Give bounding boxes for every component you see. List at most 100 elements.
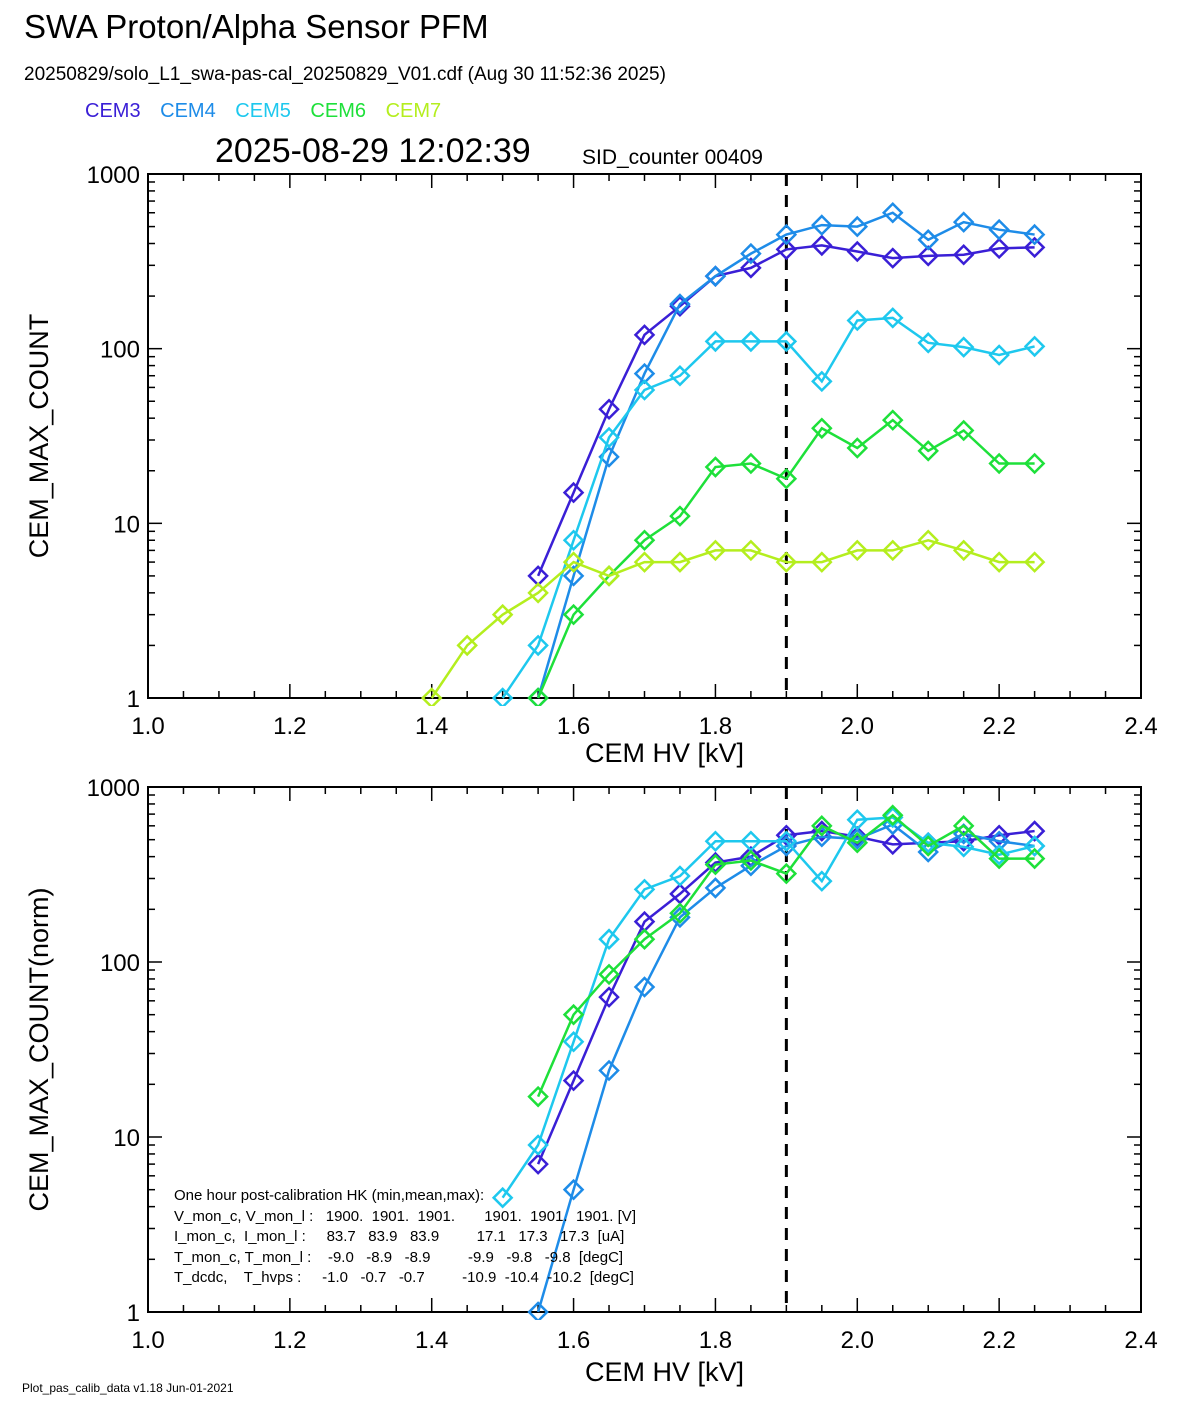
y-tick-label: 100 bbox=[100, 950, 140, 977]
data-point-cem3 bbox=[633, 324, 656, 346]
series-group bbox=[420, 201, 1046, 706]
x-tick-label: 1.4 bbox=[415, 713, 448, 740]
data-point-cem4 bbox=[704, 265, 727, 287]
data-point-cem5 bbox=[562, 1031, 585, 1053]
data-point-cem4 bbox=[527, 1301, 549, 1320]
series-line-cem3 bbox=[536, 244, 1035, 577]
data-point-cem3 bbox=[740, 257, 762, 279]
x-tick-label: 2.2 bbox=[982, 713, 1015, 740]
footer: Plot_pas_calib_data v1.18 Jun-01-2021 bbox=[22, 1381, 234, 1395]
data-point-cem7 bbox=[456, 634, 478, 657]
data-point-cem3 bbox=[775, 238, 798, 261]
y-tick-label: 1 bbox=[127, 686, 140, 713]
x-tick-label: 2.2 bbox=[982, 1327, 1015, 1354]
data-point-cem7 bbox=[704, 539, 727, 562]
x-tick-label: 1.2 bbox=[273, 713, 306, 740]
data-point-cem5 bbox=[598, 928, 620, 950]
data-point-cem5 bbox=[491, 1186, 514, 1209]
hk-line: One hour post-calibration HK (min,mean,m… bbox=[174, 1187, 485, 1204]
data-point-cem6 bbox=[917, 440, 939, 462]
data-point-cem6 bbox=[846, 832, 869, 854]
data-point-cem7 bbox=[633, 551, 656, 573]
data-point-cem7 bbox=[491, 603, 514, 626]
x-tick-label: 2.4 bbox=[1124, 1327, 1157, 1354]
data-point-cem6 bbox=[881, 804, 904, 826]
data-point-cem3 bbox=[881, 247, 904, 269]
data-point-cem3 bbox=[562, 481, 585, 504]
y-tick-label: 1 bbox=[127, 1300, 140, 1327]
data-point-cem5 bbox=[811, 370, 833, 393]
data-point-cem3 bbox=[704, 851, 727, 874]
legend-item-cem7: CEM7 bbox=[385, 100, 442, 122]
y-axis-label: CEM_MAX_COUNT bbox=[24, 314, 54, 559]
data-point-cem5 bbox=[598, 426, 620, 449]
data-point-cem7 bbox=[988, 551, 1010, 573]
x-axis-label: CEM HV [kV] bbox=[585, 1357, 744, 1387]
x-tick-label: 2.4 bbox=[1124, 713, 1157, 740]
series-line-cem5 bbox=[501, 816, 1035, 1199]
data-point-cem5 bbox=[952, 336, 975, 358]
data-point-cem3 bbox=[952, 243, 975, 266]
series-line-cem6 bbox=[536, 418, 1035, 699]
data-point-cem6 bbox=[633, 928, 656, 950]
data-point-cem4 bbox=[881, 201, 904, 224]
data-point-cem5 bbox=[527, 1134, 549, 1156]
data-point-cem7 bbox=[811, 551, 833, 573]
data-point-cem6 bbox=[740, 849, 762, 872]
data-point-cem5 bbox=[704, 830, 727, 852]
y-tick-label: 10 bbox=[113, 511, 140, 538]
x-tick-label: 1.8 bbox=[699, 713, 732, 740]
data-point-cem5 bbox=[952, 836, 975, 858]
chart-panel-1: 1.0 1.2 1.4 1.6 1.8 2.0 2.2 2.4 1 10 100 1000 CEM HV… bbox=[24, 162, 1158, 768]
data-point-cem3 bbox=[775, 824, 798, 847]
data-point-cem6 bbox=[775, 862, 798, 885]
timestamp: 2025-08-29 12:02:39 bbox=[215, 132, 531, 170]
data-point-cem5 bbox=[775, 830, 798, 852]
data-point-cem5 bbox=[988, 344, 1010, 366]
data-point-cem4 bbox=[562, 565, 585, 587]
data-point-cem6 bbox=[988, 847, 1010, 870]
data-point-cem3 bbox=[598, 398, 620, 421]
data-point-cem7 bbox=[562, 551, 585, 573]
data-point-cem4 bbox=[811, 214, 833, 236]
data-point-cem7 bbox=[881, 539, 904, 562]
x-tick-label: 1.6 bbox=[557, 1327, 590, 1354]
data-point-cem5 bbox=[669, 865, 691, 887]
data-point-cem4 bbox=[1023, 223, 1046, 246]
data-point-cem4 bbox=[562, 1178, 585, 1201]
data-point-cem7 bbox=[598, 565, 620, 587]
data-point-cem5 bbox=[811, 870, 833, 892]
legend-item-cem3: CEM3 bbox=[85, 100, 141, 122]
data-point-cem5 bbox=[775, 330, 798, 353]
data-point-cem6 bbox=[881, 409, 904, 431]
data-point-cem4 bbox=[775, 223, 798, 246]
data-point-cem3 bbox=[917, 245, 939, 267]
data-point-cem6 bbox=[1023, 452, 1046, 475]
x-tick-label: 1.0 bbox=[131, 1327, 164, 1354]
hk-line: I_mon_c, I_mon_l : 83.7 83.9 83.9 17.1 1… bbox=[174, 1228, 625, 1245]
data-point-cem6 bbox=[669, 902, 691, 924]
y-tick-label: 1000 bbox=[87, 162, 140, 189]
data-point-cem6 bbox=[1023, 847, 1046, 870]
hk-info: One hour post-calibration HK (min,mean,m… bbox=[174, 1186, 636, 1289]
data-point-cem4 bbox=[669, 906, 691, 929]
data-point-cem6 bbox=[917, 835, 939, 857]
legend: CEM3 CEM4 CEM5 CEM6 CEM7 bbox=[85, 100, 455, 123]
y-tick-label: 1000 bbox=[87, 775, 140, 802]
legend-item-cem6: CEM6 bbox=[310, 100, 366, 122]
data-point-cem5 bbox=[491, 687, 514, 706]
data-point-cem6 bbox=[633, 529, 656, 552]
data-point-cem4 bbox=[846, 828, 869, 850]
data-point-cem6 bbox=[811, 815, 833, 837]
x-tick-label: 2.0 bbox=[841, 713, 874, 740]
data-point-cem5 bbox=[740, 330, 762, 353]
data-point-cem3 bbox=[881, 833, 904, 856]
data-point-cem6 bbox=[952, 815, 975, 837]
data-point-cem4 bbox=[952, 211, 975, 233]
data-point-cem6 bbox=[669, 505, 691, 527]
data-point-cem3 bbox=[1023, 820, 1046, 842]
file-info: 20250829/solo_L1_swa-pas-cal_20250829_V0… bbox=[24, 64, 666, 85]
data-point-cem5 bbox=[1023, 835, 1046, 857]
series-line-cem4 bbox=[536, 211, 1035, 699]
